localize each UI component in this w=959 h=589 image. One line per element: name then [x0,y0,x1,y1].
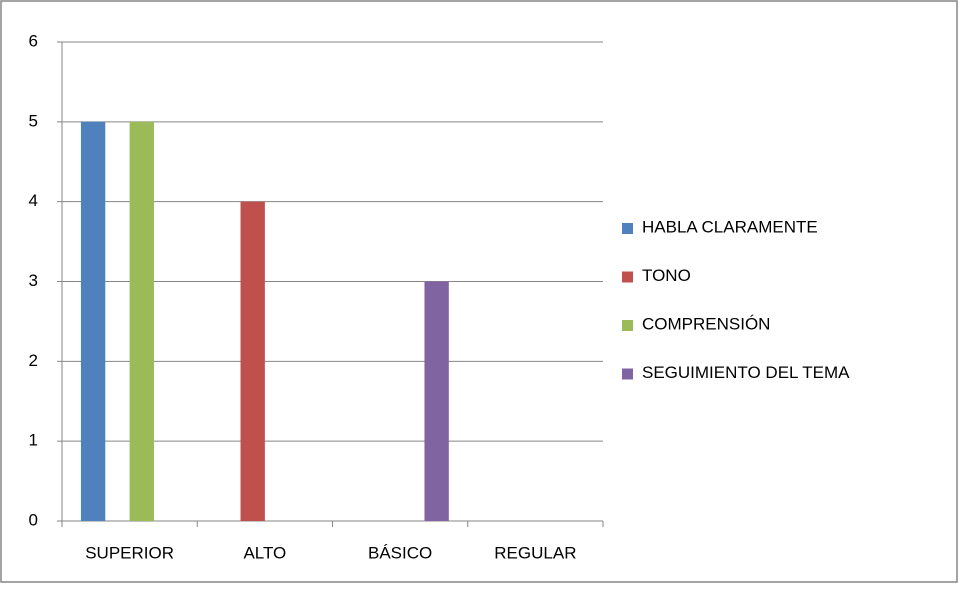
legend-label: COMPRENSIÓN [642,314,770,333]
y-tick-label: 0 [29,510,38,529]
x-tick-label: REGULAR [494,543,576,562]
bar [80,121,106,521]
legend-label: TONO [642,266,691,285]
x-tick-label: BÁSICO [368,543,432,562]
bar [424,281,449,521]
legend-swatch [622,271,633,283]
y-tick-label: 5 [29,111,38,130]
y-tick-label: 2 [29,351,38,370]
legend-swatch [622,320,633,331]
y-tick-label: 6 [29,31,38,50]
legend-swatch [622,368,633,380]
legend-swatch [622,223,633,234]
bar [129,121,154,521]
bar [240,201,265,521]
x-tick-label: SUPERIOR [85,543,174,562]
y-tick-label: 4 [29,191,38,210]
legend-label: HABLA CLARAMENTE [642,217,818,236]
y-tick-label: 1 [29,431,38,450]
legend-label: SEGUIMIENTO DEL TEMA [642,363,850,382]
y-tick-label: 3 [29,271,38,290]
x-tick-label: ALTO [243,543,286,562]
